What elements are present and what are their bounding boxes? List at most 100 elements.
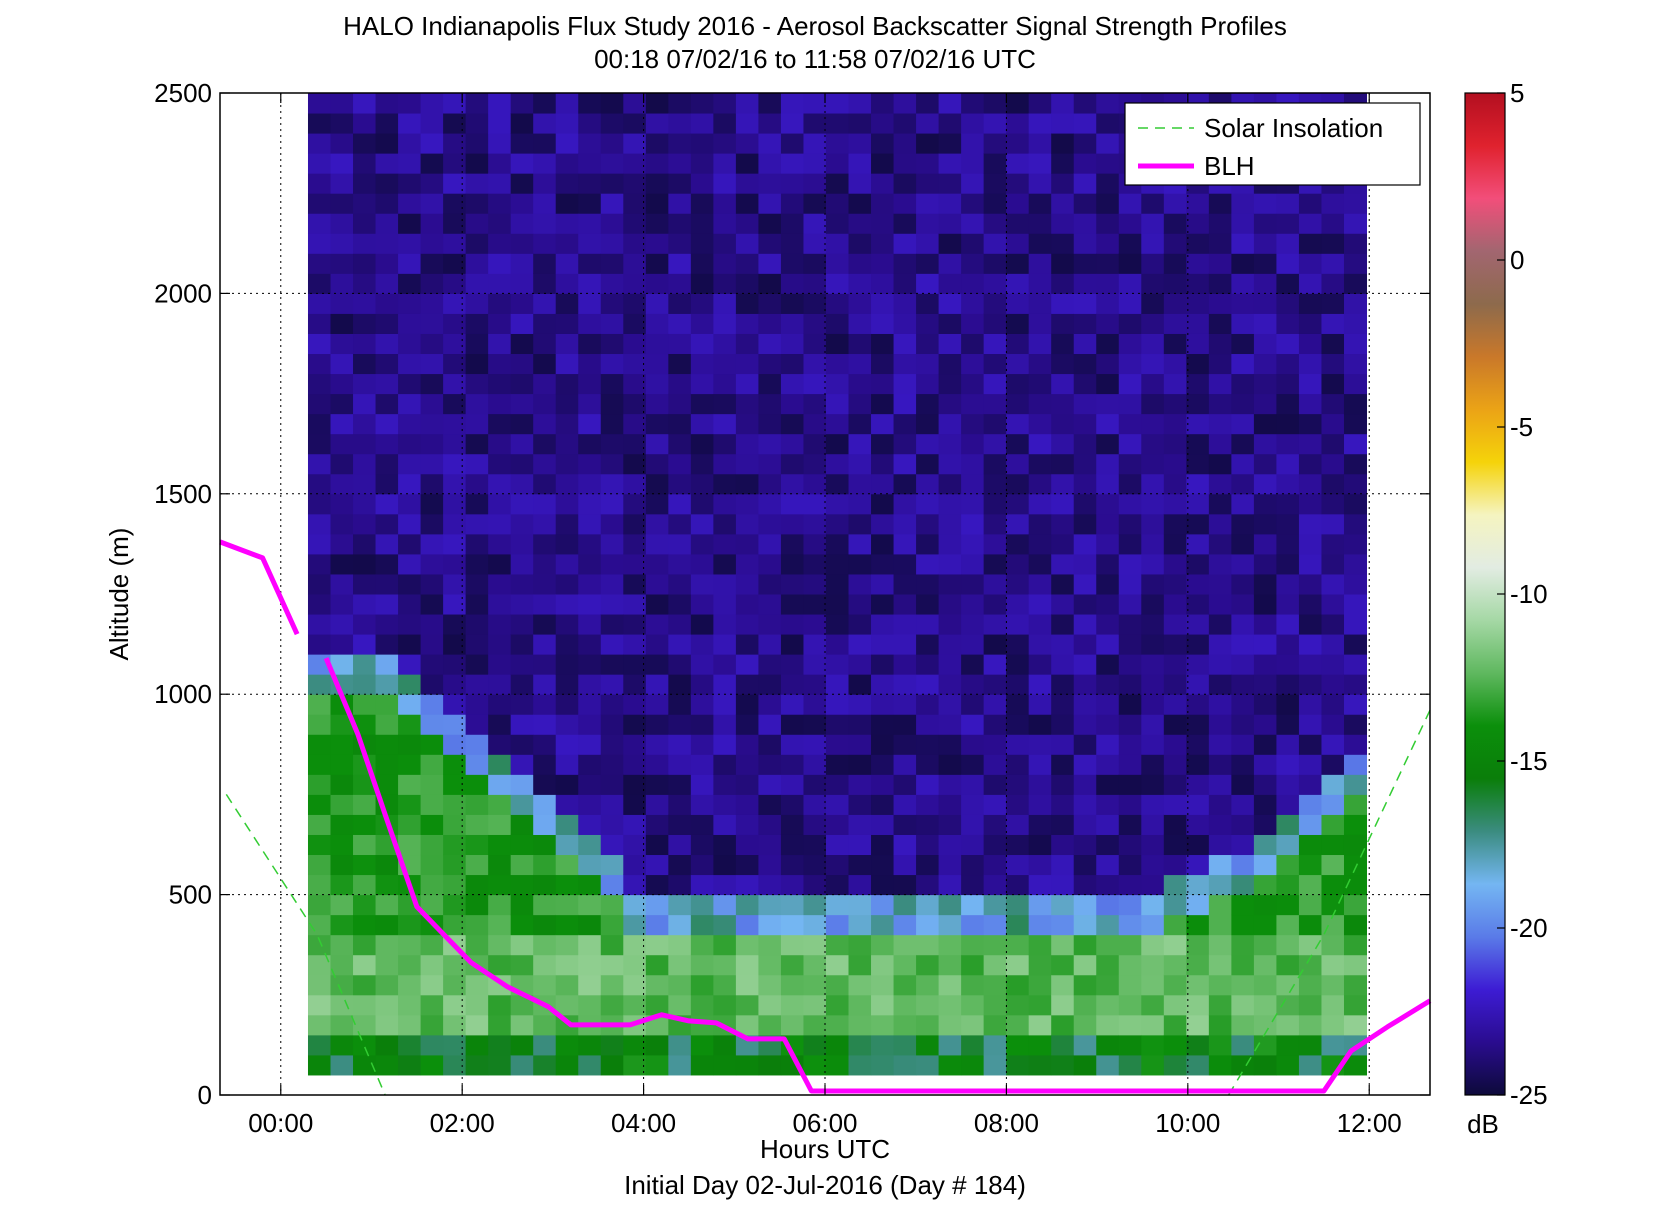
heatmap-cell	[735, 794, 759, 815]
heatmap-cell	[1028, 1034, 1052, 1056]
heatmap-cell	[893, 874, 917, 896]
heatmap-cell	[1163, 954, 1187, 976]
heatmap-cell	[871, 573, 895, 595]
heatmap-cell	[961, 493, 985, 515]
heatmap-cell	[961, 954, 985, 976]
heatmap-cell	[443, 313, 467, 334]
heatmap-cell	[735, 814, 759, 835]
heatmap-cell	[825, 133, 850, 154]
heatmap-cell	[803, 914, 827, 936]
heatmap-cell	[1096, 914, 1120, 936]
heatmap-cell	[1231, 273, 1255, 294]
heatmap-cell	[1186, 874, 1210, 896]
heatmap-cell	[1253, 513, 1277, 535]
heatmap-cell	[1298, 313, 1322, 334]
heatmap-cell	[1028, 333, 1052, 355]
heatmap-cell	[623, 754, 647, 775]
heatmap-cell	[1208, 313, 1232, 334]
heatmap-cell	[871, 93, 895, 114]
heatmap-cell	[780, 774, 804, 795]
heatmap-cell	[533, 393, 557, 415]
heatmap-cell	[803, 834, 827, 856]
heatmap-cell	[307, 93, 332, 114]
heatmap-cell	[1231, 814, 1255, 835]
heatmap-cell	[1118, 654, 1142, 675]
heatmap-cell	[555, 774, 579, 795]
heatmap-cell	[420, 573, 444, 595]
heatmap-cell	[600, 594, 624, 615]
heatmap-cell	[488, 333, 512, 355]
heatmap-cell	[623, 153, 647, 174]
heatmap-cell	[1006, 413, 1030, 435]
heatmap-cell	[735, 714, 759, 735]
heatmap-cell	[307, 433, 332, 455]
heatmap-cell	[600, 173, 624, 194]
heatmap-cell	[443, 874, 467, 896]
heatmap-cell	[510, 1034, 534, 1056]
heatmap-cell	[735, 573, 759, 595]
heatmap-cell	[1163, 874, 1187, 896]
heatmap-cell	[803, 754, 827, 775]
heatmap-cell	[578, 674, 602, 695]
heatmap-cell	[623, 453, 647, 475]
heatmap-cell	[668, 634, 692, 655]
heatmap-cell	[330, 614, 354, 635]
y-tick-label: 2000	[154, 278, 212, 308]
heatmap-cell	[961, 133, 985, 154]
heatmap-cell	[1298, 874, 1322, 896]
heatmap-cell	[1096, 153, 1120, 174]
heatmap-cell	[353, 213, 377, 234]
heatmap-cell	[690, 213, 714, 234]
heatmap-cell	[1051, 513, 1075, 535]
heatmap-cell	[1321, 814, 1345, 835]
heatmap-cell	[893, 253, 917, 274]
heatmap-cell	[330, 353, 354, 375]
heatmap-cell	[1051, 373, 1075, 395]
heatmap-cell	[330, 1014, 354, 1036]
heatmap-cell	[533, 614, 557, 635]
heatmap-cell	[848, 253, 872, 274]
heatmap-cell	[1186, 614, 1210, 635]
heatmap-cell	[555, 954, 579, 976]
heatmap-cell	[488, 834, 512, 856]
heatmap-cell	[375, 93, 399, 114]
heatmap-cell	[420, 874, 444, 896]
heatmap-cell	[758, 113, 782, 134]
heatmap-cell	[488, 93, 512, 114]
heatmap-cell	[893, 233, 917, 254]
heatmap-cell	[1298, 553, 1322, 575]
heatmap-cell	[307, 333, 332, 355]
heatmap-cell	[1141, 634, 1165, 655]
heatmap-cell	[1231, 553, 1255, 575]
heatmap-cell	[623, 313, 647, 334]
heatmap-cell	[645, 473, 669, 495]
heatmap-cell	[735, 433, 759, 455]
heatmap-cell	[848, 573, 872, 595]
heatmap-cell	[1231, 974, 1255, 996]
heatmap-cell	[510, 373, 534, 395]
heatmap-cell	[983, 333, 1007, 355]
heatmap-cell	[623, 794, 647, 815]
heatmap-cell	[916, 814, 940, 835]
heatmap-cell	[1298, 273, 1322, 294]
heatmap-cell	[1051, 734, 1075, 755]
heatmap-cell	[307, 153, 332, 174]
heatmap-cell	[871, 594, 895, 615]
heatmap-cell	[1118, 313, 1142, 334]
heatmap-cell	[488, 694, 512, 715]
heatmap-cell	[578, 193, 602, 214]
heatmap-cell	[713, 133, 737, 154]
heatmap-cell	[690, 734, 714, 755]
heatmap-cell	[713, 674, 737, 695]
heatmap-cell	[488, 373, 512, 395]
heatmap-cell	[1208, 453, 1232, 475]
heatmap-cell	[420, 373, 444, 395]
heatmap-cell	[1298, 413, 1322, 435]
heatmap-cell	[1051, 714, 1075, 735]
heatmap-cell	[555, 1034, 579, 1056]
heatmap-cell	[1073, 453, 1097, 475]
heatmap-cell	[645, 774, 669, 795]
heatmap-cell	[1118, 1014, 1142, 1036]
heatmap-cell	[1343, 794, 1368, 815]
heatmap-cell	[668, 794, 692, 815]
